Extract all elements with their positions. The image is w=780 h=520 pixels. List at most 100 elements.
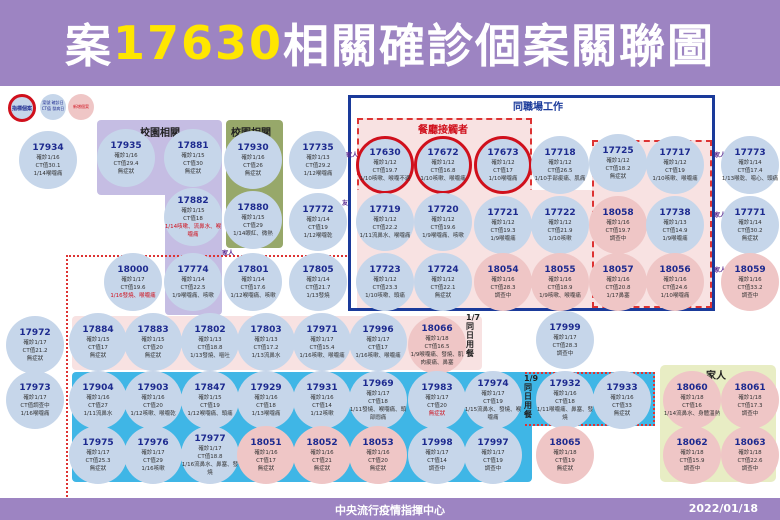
case-detail: 確診1/18 — [680, 394, 704, 401]
case-detail: 確診1/18 — [738, 394, 762, 401]
case-id: 17630 — [369, 147, 401, 158]
case-detail: CT值22.6 — [737, 457, 763, 464]
legend-index-case: 指標個案 — [8, 94, 36, 122]
case-detail: 1/12咳嗽 — [310, 410, 334, 417]
case-id: 17884 — [82, 324, 114, 335]
case-detail: 無症狀 — [184, 168, 202, 175]
case-node: 17983 確診1/17 CT值20 無症狀 — [408, 371, 466, 429]
case-node: 18060 確診1/18 CT值16 1/14流鼻水、身體溫熱 — [663, 371, 721, 429]
case-detail: 1/12喉嚨乾 — [303, 232, 333, 239]
case-id: 17882 — [177, 195, 209, 206]
case-detail: 1/13發燒 — [306, 292, 330, 299]
case-node: 17930 確診1/16 CT值26 無症狀 — [224, 131, 282, 189]
case-detail: 確診1/16 — [310, 394, 334, 401]
case-detail: CT值29 — [143, 457, 163, 464]
case-node: 17975 確診1/17 CT值25.3 無症狀 — [69, 426, 127, 484]
case-detail: 確診1/18 — [553, 449, 577, 456]
case-detail: 確診1/13 — [306, 154, 330, 161]
case-detail: 無症狀 — [257, 465, 275, 472]
case-detail: 確診1/16 — [610, 394, 634, 401]
case-detail: 無症狀 — [556, 465, 574, 472]
case-detail: CT值30.2 — [737, 227, 763, 234]
case-detail: 無症狀 — [117, 168, 135, 175]
case-detail: CT值19 — [483, 457, 503, 464]
case-node: 17997 確診1/17 CT值19 調查中 — [464, 426, 522, 484]
case-id: 18058 — [602, 207, 634, 218]
case-node: 17720 確診1/12 CT值19.6 1/9喉嚨痛、咳嗽 — [414, 193, 472, 251]
case-detail: 1/13發燒、嘔吐 — [190, 352, 230, 359]
case-node: 18061 確診1/18 CT值17.3 調查中 — [721, 371, 779, 429]
case-id: 17972 — [19, 327, 51, 338]
case-detail: 確診1/17 — [86, 449, 110, 456]
case-detail: 確診1/14 — [181, 276, 205, 283]
case-detail: CT值22.2 — [372, 224, 398, 231]
case-node: 17969 確診1/17 CT值18 1/11發燒、喉嚨痛、頭部悶痛 — [349, 371, 407, 429]
case-detail: 1/10咳嗽、喉嚨痛 — [652, 175, 698, 182]
case-id: 17969 — [362, 378, 394, 389]
case-node: 18051 確診1/16 CT值17 無症狀 — [237, 426, 295, 484]
case-id: 17721 — [487, 207, 519, 218]
case-detail: 確診1/16 — [606, 219, 630, 226]
case-id: 17847 — [194, 382, 226, 393]
case-detail: 確診1/17 — [553, 334, 577, 341]
case-detail: CT值29.4 — [113, 160, 139, 167]
case-detail: CT值19 — [200, 402, 220, 409]
case-detail: CT值18 — [183, 215, 203, 222]
title-prefix: 案 — [64, 19, 113, 73]
case-node: 17933 確診1/16 CT值33 無症狀 — [593, 371, 651, 429]
case-detail: 確診1/14 — [306, 276, 330, 283]
case-node: 17881 確診1/15 CT值30 無症狀 — [164, 129, 222, 187]
case-detail: CT值18 — [368, 398, 388, 405]
case-node: 17998 確診1/17 CT值14 調查中 — [408, 426, 466, 484]
case-id: 17723 — [369, 264, 401, 275]
case-detail: CT值23.3 — [372, 284, 398, 291]
case-id: 17929 — [250, 382, 282, 393]
case-detail: CT值28.3 — [552, 342, 578, 349]
legend-case: 案號 確診日 CT值 發病日 — [40, 94, 66, 120]
case-detail: 確診1/16 — [663, 276, 687, 283]
case-detail: CT值19.3 — [490, 227, 516, 234]
case-detail: 確診1/13 — [663, 219, 687, 226]
case-id: 17720 — [427, 204, 459, 215]
case-detail: CT值18.9 — [547, 284, 573, 291]
case-detail: 確診1/17 — [481, 390, 505, 397]
case-detail: 確診1/16 — [738, 276, 762, 283]
title-case-number: 17630 — [112, 16, 284, 70]
case-detail: 無症狀 — [609, 173, 627, 180]
case-detail: 確診1/12 — [606, 157, 630, 164]
edge-label: 友 — [342, 200, 349, 207]
case-id: 17977 — [194, 433, 226, 444]
case-detail: CT值30.1 — [35, 162, 61, 169]
case-detail: 確診1/16 — [254, 449, 278, 456]
case-id: 17931 — [306, 382, 338, 393]
case-node: 18063 確診1/18 CT值22.6 調查中 — [721, 426, 779, 484]
family-group-label: 家人 — [706, 371, 726, 382]
case-detail: 確診1/15 — [181, 207, 205, 214]
case-node: 17996 確診1/17 CT值17 1/16咳嗽、喉嚨痛 — [349, 313, 407, 371]
case-detail: 確診1/13 — [198, 336, 222, 343]
case-detail: 確診1/14 — [306, 216, 330, 223]
case-id: 17673 — [487, 147, 519, 158]
case-node: 17719 確診1/12 CT值22.2 1/11流鼻水、喉嚨痛 — [356, 193, 414, 251]
case-id: 17719 — [369, 204, 401, 215]
case-node: 17773 確診1/14 CT值17.4 1/13喉乾、噁心、頭痛 — [721, 136, 779, 194]
edge-label: 家人 — [714, 267, 727, 274]
case-detail: 確診1/12 — [663, 159, 687, 166]
case-id: 17932 — [549, 378, 581, 389]
page-title: 案 17630 相關確診個案關聯圖 — [0, 0, 780, 86]
case-detail: CT值20 — [427, 402, 447, 409]
case-node: 17723 確診1/12 CT值23.3 1/10咳嗽、頭痛 — [356, 253, 414, 311]
case-detail: CT值16 — [682, 402, 702, 409]
case-id: 17971 — [306, 324, 338, 335]
case-id: 17903 — [137, 382, 169, 393]
case-detail: 確診1/12 — [548, 159, 572, 166]
case-id: 18062 — [676, 437, 708, 448]
case-node: 17801 確診1/14 CT值17.6 1/12喉嚨痛、咳嗽 — [224, 253, 282, 311]
case-detail: CT值22.1 — [430, 284, 456, 291]
case-id: 18056 — [659, 264, 691, 275]
case-node: 18054 確診1/16 CT值28.3 調查中 — [474, 253, 532, 311]
workplace-group-label: 同職場工作 — [513, 102, 563, 113]
case-detail: 1/14流鼻水、身體溫熱 — [663, 410, 721, 417]
case-detail: 1/9咳嗽、喉嚨痛 — [539, 292, 581, 299]
case-node: 17725 確診1/12 CT值18.2 無症狀 — [589, 134, 647, 192]
